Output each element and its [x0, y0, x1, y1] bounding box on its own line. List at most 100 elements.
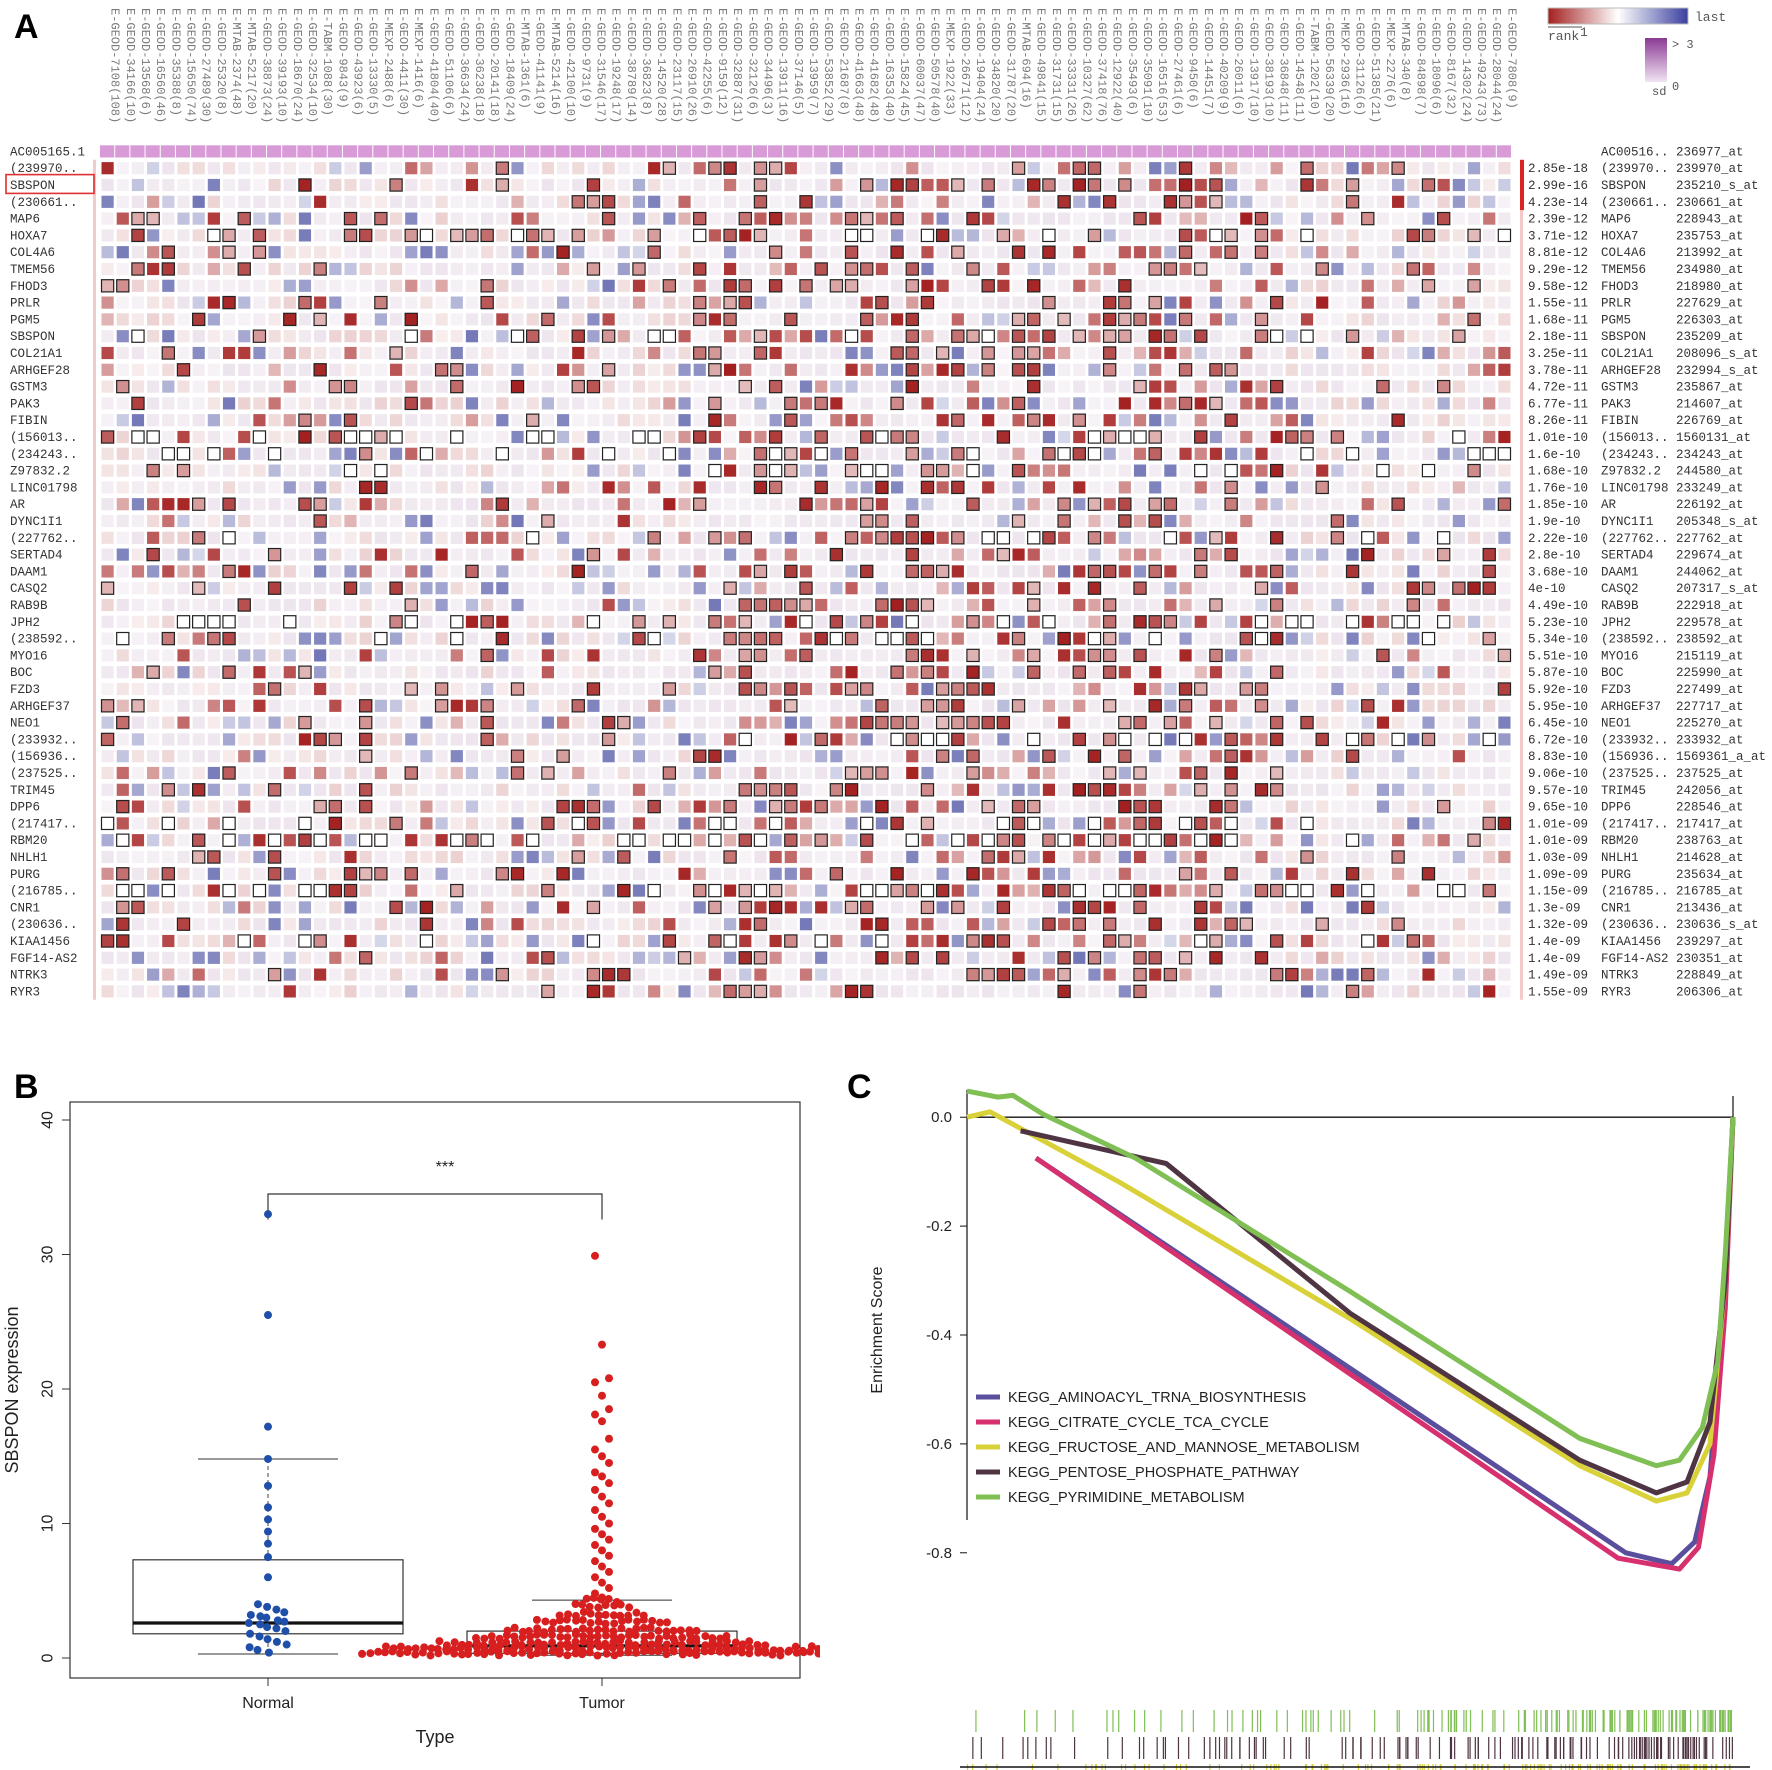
heatmap-cell [844, 631, 859, 646]
heatmap-cell [1270, 262, 1283, 276]
heatmap-cell [298, 883, 312, 898]
heatmap-cell [1255, 918, 1268, 931]
row-probe: 225270_at [1676, 717, 1744, 731]
heatmap-cell [708, 766, 721, 780]
heatmap-cell [268, 380, 281, 393]
heatmap-cell [1452, 380, 1465, 393]
heatmap-cell [921, 750, 934, 763]
heatmap-cell [663, 262, 676, 276]
row-label-left: TMEM56 [10, 263, 55, 277]
heatmap-cell [739, 481, 752, 494]
heatmap-cell [511, 649, 524, 662]
heatmap-cell [860, 883, 874, 898]
heatmap-cell [1225, 262, 1238, 276]
heatmap-cell [480, 228, 494, 243]
heatmap-cell [465, 346, 479, 360]
heatmap-cell [754, 750, 767, 763]
heatmap-cell [602, 531, 615, 544]
heatmap-cell [1027, 162, 1040, 175]
heatmap-cell [951, 649, 964, 662]
heatmap-cell [1437, 464, 1450, 477]
heatmap-cell [1376, 817, 1390, 830]
heatmap-cell [496, 884, 509, 897]
heatmap-cell [1073, 296, 1086, 309]
heatmap-cell [617, 346, 630, 360]
heatmap-cell [359, 732, 373, 747]
dataset-label: E-MEXP-1922(33) [943, 8, 957, 116]
heatmap-cell [268, 750, 281, 763]
heatmap-cell [267, 850, 282, 864]
heatmap-cell [678, 464, 691, 477]
heatmap-cell [678, 397, 691, 410]
heatmap-cell [1467, 279, 1481, 293]
heatmap-cell [1269, 732, 1284, 747]
heatmap-cell [632, 951, 646, 964]
heatmap-cell [329, 229, 342, 242]
heatmap-cell [496, 598, 509, 612]
heatmap-cell [541, 598, 554, 612]
heatmap-cell [450, 246, 463, 259]
heatmap-cell [405, 817, 418, 830]
heatmap-cell [648, 783, 661, 796]
heatmap-cell [556, 766, 570, 780]
heatmap-cell [389, 968, 403, 981]
heatmap-cell [1498, 481, 1511, 494]
heatmap-cell [1058, 531, 1071, 544]
heatmap-cell [192, 296, 205, 309]
row-pvalue: 8.81e-12 [1528, 246, 1588, 260]
heatmap-cell [587, 867, 600, 880]
heatmap-cell [1361, 397, 1374, 410]
heatmap-cell [1270, 834, 1283, 847]
heatmap-cell [1209, 750, 1223, 763]
heatmap-cell [951, 867, 964, 880]
heatmap-cell [481, 632, 494, 645]
heatmap-cell [1482, 883, 1496, 898]
heatmap-cell [799, 346, 813, 360]
heatmap-cell [374, 548, 387, 561]
heatmap-cell [1240, 447, 1253, 460]
heatmap-cell [1330, 883, 1345, 898]
heatmap-cell [997, 649, 1010, 662]
heatmap-cell [997, 346, 1010, 360]
heatmap-cell [723, 430, 737, 444]
heatmap-cell [389, 296, 403, 309]
heatmap-cell [572, 783, 585, 796]
heatmap-cell [267, 547, 282, 562]
heatmap-cell [283, 397, 296, 410]
heatmap-cell [556, 296, 570, 309]
heatmap-cell [1254, 631, 1269, 646]
heatmap-cell [100, 430, 115, 444]
heatmap-cell [450, 212, 463, 225]
heatmap-cell [253, 766, 266, 780]
heatmap-cell [359, 666, 372, 679]
heatmap-cell [389, 884, 403, 897]
heatmap-cell [1361, 934, 1375, 948]
heatmap-cell [1422, 262, 1435, 276]
heatmap-cell [556, 934, 570, 948]
row-pvalue: 4.49e-10 [1528, 599, 1588, 613]
heatmap-cell [1407, 783, 1420, 796]
heatmap-cell [632, 195, 646, 208]
heatmap-cell [1331, 699, 1344, 712]
heatmap-cell [359, 850, 372, 864]
heatmap-cell [222, 699, 236, 712]
heatmap-cell [572, 951, 585, 964]
heatmap-band-cell [601, 145, 616, 158]
heatmap-cell [1285, 447, 1298, 460]
heatmap-cell [147, 733, 160, 746]
heatmap-cell [663, 414, 676, 427]
heatmap-cell [177, 850, 190, 864]
heatmap-cell [344, 850, 357, 864]
heatmap-cell [495, 161, 510, 175]
heatmap-cell [1042, 716, 1056, 729]
heatmap-cell [405, 498, 418, 511]
heatmap-cell [602, 430, 615, 444]
row-symbol: (233932.. [1601, 733, 1669, 747]
heatmap-cell [101, 464, 114, 477]
heatmap-cell [1407, 430, 1420, 444]
heatmap-cell [572, 901, 585, 914]
heatmap-cell [891, 330, 904, 343]
heatmap-cell [1452, 548, 1465, 561]
heatmap-cell [1498, 178, 1511, 192]
heatmap-cell [905, 379, 919, 394]
